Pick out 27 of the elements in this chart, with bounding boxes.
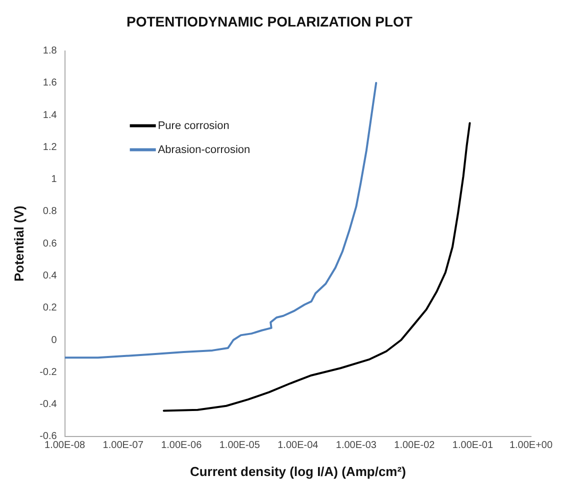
x-tick-label: 1.00E-05 (219, 440, 260, 452)
x-tick-label: 1.00E-03 (336, 440, 377, 452)
legend-label: Pure corrosion (158, 120, 230, 132)
y-tick-label: 0.6 (42, 238, 58, 250)
y-tick-label: 1.8 (42, 46, 58, 57)
x-tick-label: 1.00E-02 (394, 440, 436, 452)
x-axis-title: Current density (log I/A) (Amp/cm²) (190, 464, 406, 479)
x-tick-label: 1.00E-01 (452, 440, 494, 452)
x-tick-label: 1.00E-07 (102, 440, 144, 452)
y-tick-label: 1.2 (42, 142, 58, 153)
y-tick-label: -0.2 (40, 366, 58, 378)
y-tick-label: 1.6 (42, 78, 58, 89)
y-tick-label: 1 (51, 174, 58, 186)
y-tick-label: 0 (51, 334, 58, 346)
y-tick-label: -0.4 (40, 399, 58, 410)
x-tick-label: 1.00E-08 (44, 440, 86, 452)
y-tick-label: 1.4 (42, 110, 58, 121)
x-tick-label: 1.00E-06 (161, 440, 202, 452)
y-tick-label: 0.4 (42, 270, 58, 282)
y-tick-label: 0.2 (42, 302, 58, 314)
y-tick-label: -0.6 (40, 431, 58, 442)
chart-title: POTENTIODYNAMIC POLARIZATION PLOT (126, 13, 413, 30)
y-axis-title: Potential (V) (11, 206, 26, 282)
x-tick-label: 1.00E-04 (278, 440, 319, 452)
legend-label: Abrasion-corrosion (158, 144, 250, 156)
y-tick-label: 0.8 (42, 206, 58, 218)
x-tick-label: 1.00E+00 (509, 440, 553, 452)
